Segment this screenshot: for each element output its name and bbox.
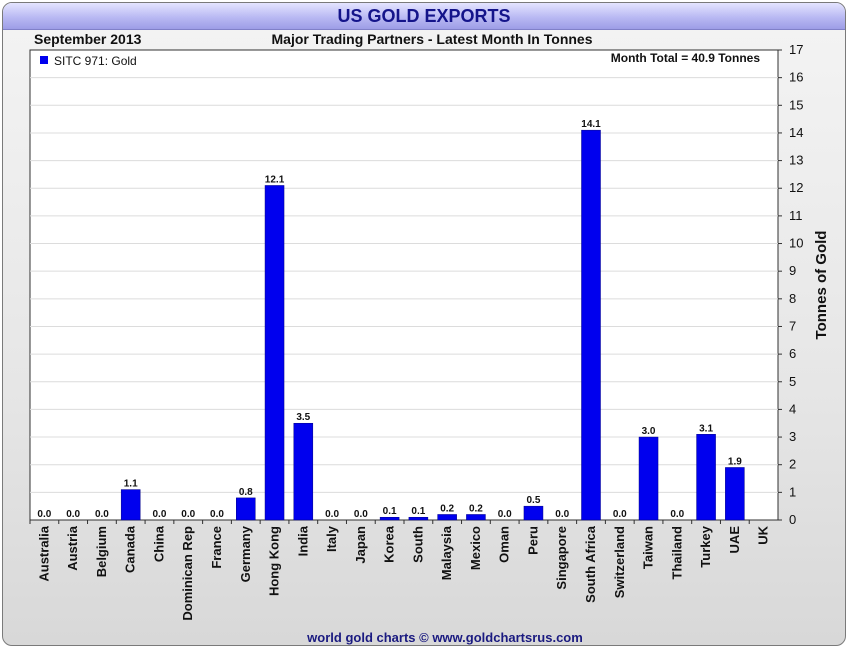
y-tick-label: 16 bbox=[789, 70, 803, 85]
bar bbox=[236, 497, 256, 521]
bar bbox=[264, 185, 285, 521]
x-tick-label: South bbox=[410, 526, 425, 563]
x-tick-label: Turkey bbox=[698, 525, 713, 567]
x-tick-label: South Africa bbox=[583, 525, 598, 603]
bar bbox=[523, 505, 544, 521]
x-tick-label: Belgium bbox=[94, 526, 109, 577]
bar bbox=[437, 514, 457, 521]
y-tick-label: 0 bbox=[789, 512, 796, 527]
data-label: 3.1 bbox=[699, 423, 713, 434]
bar bbox=[581, 129, 601, 521]
x-tick-label: Dominican Rep bbox=[180, 526, 195, 621]
bar bbox=[408, 516, 429, 521]
footer-credit: world gold charts © www.goldchartsrus.co… bbox=[306, 630, 583, 645]
y-tick-label: 10 bbox=[789, 236, 803, 251]
legend-swatch bbox=[40, 56, 48, 64]
data-label: 0.0 bbox=[325, 509, 339, 520]
data-label: 0.8 bbox=[239, 487, 253, 498]
x-tick-label: Australia bbox=[36, 525, 51, 581]
data-label: 0.2 bbox=[440, 503, 454, 514]
x-tick-label: Switzerland bbox=[612, 526, 627, 598]
data-label: 0.5 bbox=[527, 495, 541, 506]
data-label: 0.0 bbox=[153, 509, 167, 520]
x-tick-label: India bbox=[295, 525, 310, 556]
data-label: 0.0 bbox=[95, 509, 109, 520]
data-label: 0.1 bbox=[383, 506, 397, 517]
data-label: 0.0 bbox=[613, 509, 627, 520]
data-label: 1.1 bbox=[124, 479, 138, 490]
x-tick-label: Singapore bbox=[554, 526, 569, 590]
bar bbox=[120, 489, 141, 521]
y-tick-label: 3 bbox=[789, 429, 796, 444]
data-label: 0.0 bbox=[181, 509, 195, 520]
data-label: 3.5 bbox=[296, 412, 310, 423]
data-label: 0.1 bbox=[411, 506, 425, 517]
x-tick-label: Germany bbox=[238, 525, 253, 582]
x-tick-label: UAE bbox=[727, 526, 742, 554]
x-tick-label: Mexico bbox=[468, 526, 483, 570]
x-tick-label: Italy bbox=[324, 525, 339, 552]
bar-layer: 0.0 0.0 0.0 1.1 0.0 0.0 0.0 0.8 12.1 3.5 0.0 0.0 0.1… bbox=[37, 119, 745, 521]
y-tick-label: 2 bbox=[789, 457, 796, 472]
x-axis: Australia Austria Belgium Canada China Domini… bbox=[29, 520, 771, 621]
y-tick-label: 1 bbox=[789, 484, 796, 499]
period-label: September 2013 bbox=[34, 31, 142, 47]
data-label: 0.0 bbox=[37, 509, 51, 520]
y-tick-label: 17 bbox=[789, 42, 803, 57]
x-tick-label: Thailand bbox=[669, 526, 684, 580]
y-axis-label: Tonnes of Gold bbox=[813, 231, 830, 340]
data-label: 0.0 bbox=[555, 509, 569, 520]
y-tick-label: 8 bbox=[789, 291, 796, 306]
bar bbox=[293, 422, 314, 521]
x-tick-label: Peru bbox=[525, 526, 540, 555]
chart-title: US GOLD EXPORTS bbox=[3, 3, 845, 30]
plot-area bbox=[29, 49, 779, 521]
data-label: 0.2 bbox=[469, 503, 483, 514]
x-tick-label: China bbox=[151, 525, 166, 562]
legend-label: SITC 971: Gold bbox=[54, 54, 137, 68]
x-tick-label: Hong Kong bbox=[267, 526, 282, 596]
x-tick-label: Japan bbox=[353, 526, 368, 564]
y-tick-label: 4 bbox=[789, 401, 796, 416]
y-tick-label: 9 bbox=[789, 263, 796, 278]
x-tick-label: France bbox=[209, 526, 224, 569]
chart-subtitle: Major Trading Partners - Latest Month In… bbox=[272, 31, 593, 47]
bar bbox=[638, 436, 659, 521]
y-tick-label: 14 bbox=[789, 125, 803, 140]
y-tick-label: 6 bbox=[789, 346, 796, 361]
y-tick-label: 15 bbox=[789, 97, 803, 112]
month-total-annotation: Month Total = 40.9 Tonnes bbox=[611, 51, 761, 65]
x-tick-label: Austria bbox=[65, 525, 80, 571]
bar bbox=[466, 514, 486, 521]
y-tick-label: 5 bbox=[789, 374, 796, 389]
y-tick-label: 13 bbox=[789, 153, 803, 168]
y-tick-label: 12 bbox=[789, 180, 803, 195]
x-tick-label: Canada bbox=[123, 525, 138, 573]
data-label: 0.0 bbox=[210, 509, 224, 520]
y-tick-label: 11 bbox=[789, 208, 803, 223]
data-label: 1.9 bbox=[728, 456, 742, 467]
x-tick-label: Oman bbox=[497, 526, 512, 563]
bar bbox=[379, 516, 400, 521]
bar bbox=[696, 434, 716, 521]
data-label: 12.1 bbox=[265, 174, 285, 185]
data-label: 0.0 bbox=[498, 509, 512, 520]
data-label: 3.0 bbox=[642, 426, 656, 437]
x-tick-label: Malaysia bbox=[439, 525, 454, 580]
x-tick-label: Taiwan bbox=[641, 526, 656, 569]
x-tick-label: Korea bbox=[382, 525, 397, 563]
data-label: 0.0 bbox=[354, 509, 368, 520]
x-tick-label: UK bbox=[756, 525, 771, 544]
bar bbox=[725, 467, 745, 521]
y-tick-label: 7 bbox=[789, 318, 796, 333]
data-label: 14.1 bbox=[581, 119, 601, 130]
data-label: 0.0 bbox=[66, 509, 80, 520]
data-label: 0.0 bbox=[670, 509, 684, 520]
